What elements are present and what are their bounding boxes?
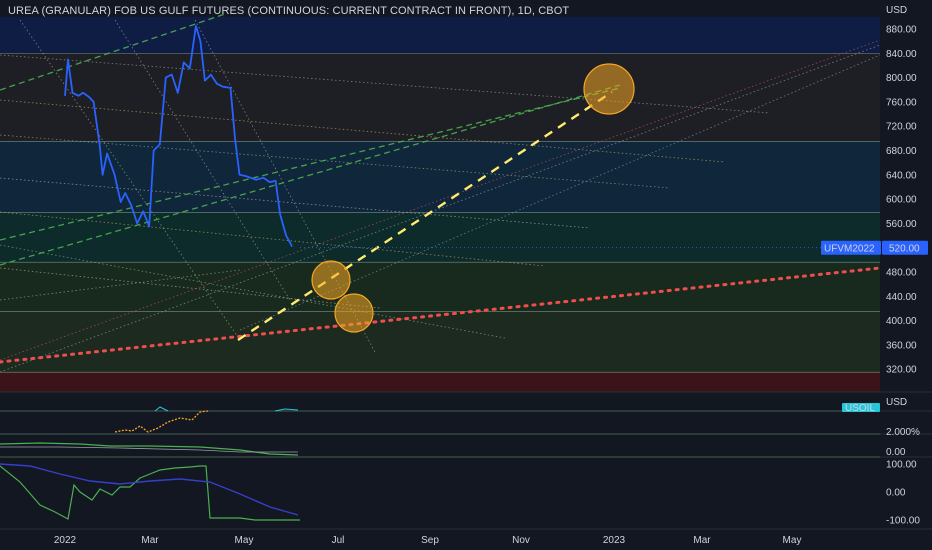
pane2-green-line <box>0 442 299 456</box>
highlight-circle-2 <box>334 293 374 333</box>
price-axis-tick-3: 760.00 <box>886 97 917 108</box>
trend-dotted-line-13 <box>0 269 241 301</box>
highlight-circle-0 <box>583 63 635 115</box>
trend-dotted-line-9 <box>19 19 241 341</box>
price-axis-tick-6: 640.00 <box>886 170 917 181</box>
trend-dotted-line-7 <box>194 19 376 353</box>
pane1-cyan-tick-b <box>274 408 299 412</box>
pane1-currency: USD <box>886 397 907 408</box>
x-axis-tick-5: Nov <box>512 535 530 546</box>
price-axis-tick-8: 560.00 <box>886 219 917 230</box>
last-price-label-bg <box>821 240 881 255</box>
x-axis-tick-7: Mar <box>693 535 711 546</box>
red-support-line <box>0 266 882 364</box>
price-axis-currency: USD <box>886 5 907 16</box>
trend-dotted-line-0 <box>0 54 771 114</box>
pane1-cyan-tick-a <box>154 406 169 412</box>
pane3-tick: 0.00 <box>886 447 906 458</box>
trend-dotted-line-10 <box>0 39 881 361</box>
price-axis-tick-13: 360.00 <box>886 340 917 351</box>
last-price-value-bg <box>882 240 928 255</box>
green-channel-line-1 <box>0 87 621 241</box>
price-axis-tick-1: 840.00 <box>886 49 917 60</box>
zone-red <box>0 372 880 392</box>
last-price-label: UFVM2022 <box>824 244 875 255</box>
price-axis-tick-11: 440.00 <box>886 292 917 303</box>
trend-dotted-line-1 <box>0 99 726 163</box>
x-axis-tick-4: Sep <box>421 535 439 546</box>
zone-green-1 <box>0 262 880 312</box>
price-axis-tick-14: 320.00 <box>886 365 917 376</box>
x-axis-tick-1: Mar <box>141 535 159 546</box>
pane4-tick-2: -100.00 <box>886 516 920 527</box>
price-axis-tick-10: 480.00 <box>886 268 917 279</box>
chart-title: UREA (GRANULAR) FOB US GULF FUTURES (CON… <box>8 5 570 17</box>
x-axis-tick-3: Jul <box>332 535 345 546</box>
trend-dotted-line-3 <box>0 177 591 229</box>
price-axis-tick-4: 720.00 <box>886 122 917 133</box>
pane1-badge-bg <box>842 403 880 412</box>
x-axis-tick-0: 2022 <box>54 535 77 546</box>
zone-green-2 <box>0 311 880 373</box>
trend-dotted-line-11 <box>0 44 881 373</box>
price-axis-tick-7: 600.00 <box>886 195 917 206</box>
pane4-green-line <box>0 465 300 521</box>
yellow-projection-line <box>237 90 613 342</box>
trend-dotted-line-8 <box>114 19 291 301</box>
price-axis-tick-5: 680.00 <box>886 146 917 157</box>
pane4-tick-1: 0.00 <box>886 488 906 499</box>
pane1-orange-line <box>114 410 209 433</box>
pane4-tick-0: 100.00 <box>886 460 917 471</box>
pane2-tick: 2.000% <box>886 427 920 438</box>
price-axis-tick-2: 800.00 <box>886 73 917 84</box>
trend-dotted-line-5 <box>0 244 506 339</box>
pane4-blue-line <box>0 463 299 516</box>
highlight-circle-1 <box>311 260 351 300</box>
pane1-badge: USOIL <box>845 403 875 414</box>
price-series-line <box>64 25 293 247</box>
green-channel-line-0 <box>0 84 621 266</box>
x-axis-tick-6: 2023 <box>603 535 626 546</box>
zone-blue <box>0 141 880 213</box>
x-axis-tick-2: May <box>235 535 254 546</box>
price-axis-tick-0: 880.00 <box>886 25 917 36</box>
trend-dotted-line-4 <box>0 211 546 267</box>
zone-top-blue <box>0 16 880 54</box>
zone-grey <box>0 53 880 142</box>
price-axis-tick-12: 400.00 <box>886 316 917 327</box>
x-axis-tick-8: May <box>783 535 802 546</box>
last-price-value: 520.00 <box>889 244 920 255</box>
pane2-grey-line <box>0 446 298 453</box>
trend-dotted-line-2 <box>0 134 671 189</box>
zone-teal <box>0 212 880 263</box>
